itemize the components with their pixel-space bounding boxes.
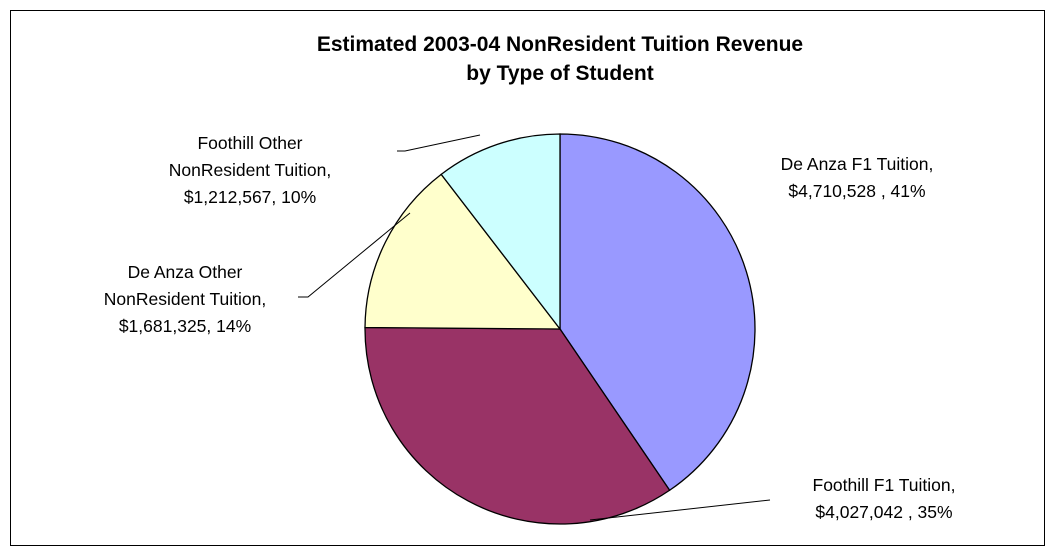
- pie-slice-foothill-other-nonresident-tuition: [440, 133, 561, 331]
- pie-slice-foothill-f1-tuition: [364, 326, 671, 525]
- slice-data-label: De Anza Other: [128, 262, 243, 282]
- slice-data-label: De Anza F1 Tuition,: [781, 154, 934, 174]
- pie-slice-de-anza-other-nonresident-tuition: [364, 173, 562, 330]
- chart-title-line-1: Estimated 2003-04 NonResident Tuition Re…: [317, 33, 803, 56]
- slice-data-label: $1,681,325, 14%: [119, 316, 251, 336]
- slice-data-label: $4,027,042 , 35%: [815, 502, 952, 522]
- leader-line: [589, 499, 771, 521]
- chart-title-line-2: by Type of Student: [466, 62, 653, 85]
- slice-data-label: NonResident Tuition,: [104, 289, 266, 309]
- slice-data-label: NonResident Tuition,: [169, 160, 331, 180]
- leader-line: [298, 212, 411, 298]
- pie-slice-de-anza-f1-tuition: [559, 133, 756, 492]
- slice-data-label: Foothill F1 Tuition,: [813, 475, 956, 495]
- leader-line: [397, 134, 481, 152]
- slice-data-label: $4,710,528 , 41%: [788, 181, 925, 201]
- slice-data-label: Foothill Other: [197, 133, 302, 153]
- slice-data-label: $1,212,567, 10%: [184, 187, 316, 207]
